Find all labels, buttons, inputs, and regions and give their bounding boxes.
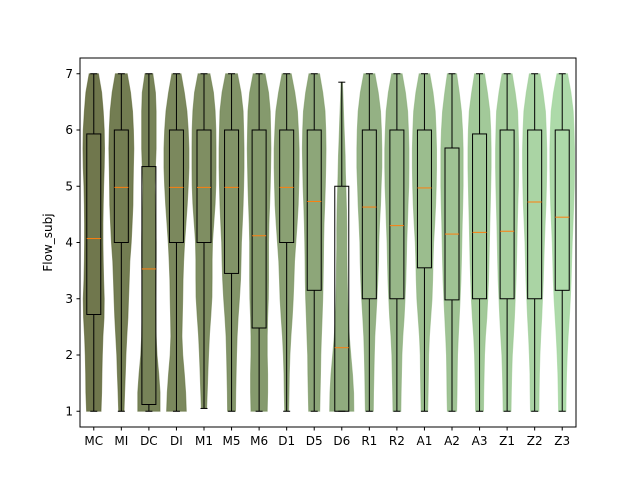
x-tick-label-r2: R2 xyxy=(389,434,405,448)
x-tick-label-z3: Z3 xyxy=(554,434,570,448)
box-z1 xyxy=(499,129,515,300)
violin-a1 xyxy=(411,73,437,412)
x-tick-label-d5: D5 xyxy=(306,434,323,448)
x-tick-label-z1: Z1 xyxy=(499,434,515,448)
violin-mc xyxy=(82,73,106,412)
box-d1 xyxy=(279,129,295,243)
box-z2 xyxy=(527,129,543,300)
x-tick-label-z2: Z2 xyxy=(527,434,543,448)
box-a3 xyxy=(472,133,488,300)
box-m6 xyxy=(251,129,267,329)
box-m1 xyxy=(196,129,212,243)
boxes-layer xyxy=(86,73,570,412)
violin-d5 xyxy=(301,73,327,412)
box-r1 xyxy=(361,129,377,300)
x-tick-label-dc: DC xyxy=(140,434,158,448)
violins-layer xyxy=(82,73,575,412)
x-axis-ticks: MC MI DC DI M1 M5 M6 D1 D5 D6 R1 R2 A1 A2 A3 Z1 Z2 Z3 xyxy=(84,427,570,448)
y-tick-label: 6 xyxy=(65,123,73,137)
y-tick-label: 3 xyxy=(65,292,73,306)
x-tick-label-m5: M5 xyxy=(223,434,241,448)
x-tick-label-d6: D6 xyxy=(333,434,350,448)
y-tick-label: 5 xyxy=(65,179,73,193)
violin-r2 xyxy=(384,73,410,412)
x-tick-label-mi: MI xyxy=(114,434,128,448)
x-tick-label-mc: MC xyxy=(84,434,103,448)
violin-z3 xyxy=(549,73,575,412)
y-tick-label: 2 xyxy=(65,348,73,362)
box-m5 xyxy=(224,129,240,274)
violin-m1 xyxy=(191,73,217,409)
violin-m6 xyxy=(246,73,272,412)
box-a1 xyxy=(416,129,432,269)
violin-r1 xyxy=(356,73,383,412)
y-tick-label: 4 xyxy=(65,236,73,250)
box-mc xyxy=(86,133,102,315)
x-tick-label-a3: A3 xyxy=(472,434,488,448)
y-tick-label: 1 xyxy=(65,404,73,418)
x-tick-label-m1: M1 xyxy=(195,434,213,448)
x-tick-label-a2: A2 xyxy=(444,434,460,448)
box-z3 xyxy=(554,129,570,291)
box-a2 xyxy=(444,147,460,301)
y-tick-label: 7 xyxy=(65,67,73,81)
violin-a3 xyxy=(467,73,492,412)
y-axis-label: Flow_subj xyxy=(41,213,55,271)
x-tick-label-a1: A1 xyxy=(417,434,433,448)
violin-z2 xyxy=(522,73,548,412)
violin-a2 xyxy=(440,73,464,412)
violin-z1 xyxy=(495,73,520,412)
box-r2 xyxy=(389,129,405,300)
box-dc xyxy=(141,166,157,405)
box-mi xyxy=(113,129,129,243)
x-tick-label-d1: D1 xyxy=(278,434,295,448)
x-tick-label-di: DI xyxy=(170,434,183,448)
x-tick-label-m6: M6 xyxy=(250,434,268,448)
box-di xyxy=(168,129,184,243)
box-d6 xyxy=(334,185,350,412)
y-axis-ticks: 1 2 3 4 5 6 7 xyxy=(65,67,80,418)
violin-m5 xyxy=(218,73,245,412)
box-d5 xyxy=(306,129,322,291)
x-tick-label-r1: R1 xyxy=(361,434,377,448)
